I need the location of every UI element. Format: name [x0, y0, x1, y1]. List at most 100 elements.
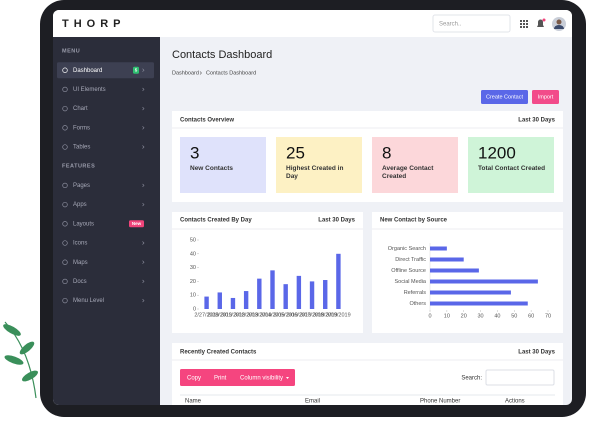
bar	[270, 270, 275, 309]
y-tick-label: Social Media	[395, 279, 427, 285]
chevron	[142, 241, 145, 245]
menu-icon	[62, 86, 68, 93]
stat-label-box: Average Contact Created	[382, 165, 434, 180]
stat-label-box: Total Contact Created	[478, 165, 546, 172]
chevron	[142, 183, 145, 188]
x-tick-label: 50	[511, 313, 517, 319]
bar	[309, 281, 315, 309]
menu-icon	[62, 259, 68, 265]
menu-item[interactable]: Chart	[73, 106, 88, 112]
y-tick-label: 20	[190, 279, 196, 285]
bar	[283, 284, 288, 309]
stat-value: 8	[382, 143, 391, 162]
bar	[296, 275, 302, 309]
bar	[430, 257, 464, 262]
menu-badge-label: New	[132, 221, 142, 226]
x-tick-label: 60	[528, 313, 534, 319]
menu-item[interactable]: UI Elements	[73, 87, 106, 93]
y-tick-label: Referrals	[404, 290, 427, 296]
stat-label: Highest Created in Day	[286, 165, 344, 180]
menu-item[interactable]: Layouts	[73, 221, 94, 227]
stat-label: Total Contact Created	[478, 165, 546, 172]
chevron	[142, 126, 145, 130]
menu-item[interactable]: Maps	[73, 260, 88, 266]
x-tick-label: 2/28/2019	[208, 312, 232, 318]
column-header[interactable]: Phone Number	[420, 399, 460, 405]
menu-badge-label: 5	[135, 67, 138, 72]
bar	[430, 268, 479, 273]
x-tick-label: 3/06/2019	[287, 312, 311, 318]
column-visibility-button[interactable]: Column visibility	[240, 376, 283, 382]
stat-box	[276, 137, 362, 193]
x-tick-label: 3/09/2019	[326, 312, 350, 318]
menu-icon	[62, 105, 68, 112]
card	[172, 212, 363, 333]
y-tick-label: Offline Source	[391, 268, 426, 274]
menu-item[interactable]: Icons	[73, 241, 87, 247]
column-header[interactable]: Name	[185, 399, 202, 405]
page-title: Contacts Dashboard	[172, 49, 272, 61]
card-period: Last 30 Days	[518, 350, 555, 356]
menu-item[interactable]: Forms	[73, 125, 90, 131]
x-tick-label: 3/07/2019	[300, 312, 324, 318]
menu-icon	[62, 201, 68, 208]
dropdown-caret	[286, 377, 289, 379]
stat-value: 3	[190, 143, 199, 162]
menu-item[interactable]: Apps	[73, 202, 87, 208]
breadcrumb-item[interactable]: Dashboard	[172, 70, 199, 76]
x-tick-label: 3/01/2019	[221, 312, 245, 318]
create-contact-button[interactable]	[481, 90, 528, 104]
breadcrumb-item: Contacts Dashboard	[206, 70, 256, 76]
breadcrumb-separator	[199, 71, 202, 75]
bar	[217, 292, 222, 309]
menu-icon	[62, 221, 68, 227]
leaf	[3, 321, 38, 399]
menu-icon	[62, 240, 68, 246]
menu-icon	[62, 278, 68, 285]
column-header[interactable]: Actions	[505, 399, 525, 405]
bell-icon[interactable]	[537, 19, 544, 28]
bar	[430, 290, 511, 295]
column-header[interactable]: Email	[305, 399, 320, 405]
x-tick-label: 0	[428, 313, 431, 319]
chevron	[142, 145, 145, 149]
x-tick-label: 3/08/2019	[313, 312, 337, 318]
print-button[interactable]: Print	[214, 376, 227, 382]
button-label: Import	[538, 94, 554, 100]
import-button[interactable]	[532, 90, 559, 104]
x-tick-label: 20	[461, 313, 467, 319]
menu-item[interactable]: Pages	[73, 183, 90, 189]
menu-item[interactable]: Tables	[73, 145, 90, 151]
chevron	[142, 298, 145, 303]
menu-item[interactable]: Dashboard	[73, 68, 102, 74]
x-tick-label: 3/05/2019	[273, 312, 297, 318]
sidebar	[53, 37, 160, 405]
y-tick-label: 0	[193, 306, 196, 312]
y-tick-label: 50	[190, 237, 196, 243]
sidebar-section-title: FEATURES	[62, 164, 95, 170]
menu-item[interactable]: Docs	[73, 279, 87, 285]
avatar-head	[556, 19, 562, 25]
chevron	[142, 202, 145, 207]
card-title: Recently Created Contacts	[180, 350, 257, 356]
search-box[interactable]	[432, 14, 511, 33]
card-title: Contacts Overview	[180, 118, 234, 124]
card-period: Last 30 Days	[318, 218, 355, 224]
menu-icon	[62, 144, 68, 150]
x-tick-label: 10	[444, 313, 450, 319]
chevron	[142, 260, 145, 264]
search-placeholder: Search..	[439, 22, 462, 28]
x-tick-label: 70	[545, 313, 551, 319]
table-search-input[interactable]	[485, 369, 555, 386]
menu-badge	[129, 220, 144, 228]
stat-value: 1200	[478, 143, 516, 162]
y-tick-label: Others	[409, 301, 426, 307]
apps-icon[interactable]	[520, 20, 528, 28]
copy-button[interactable]: Copy	[187, 376, 201, 382]
bar	[257, 278, 262, 309]
x-tick-label: 3/03/2019	[247, 312, 271, 318]
stat-value: 25	[286, 143, 305, 162]
stat-label: Average Contact Created	[382, 165, 434, 180]
screen: THORP Search.. MENU Dashboard 5 UI Elements…	[53, 10, 572, 405]
menu-item[interactable]: Menu Level	[73, 298, 104, 304]
